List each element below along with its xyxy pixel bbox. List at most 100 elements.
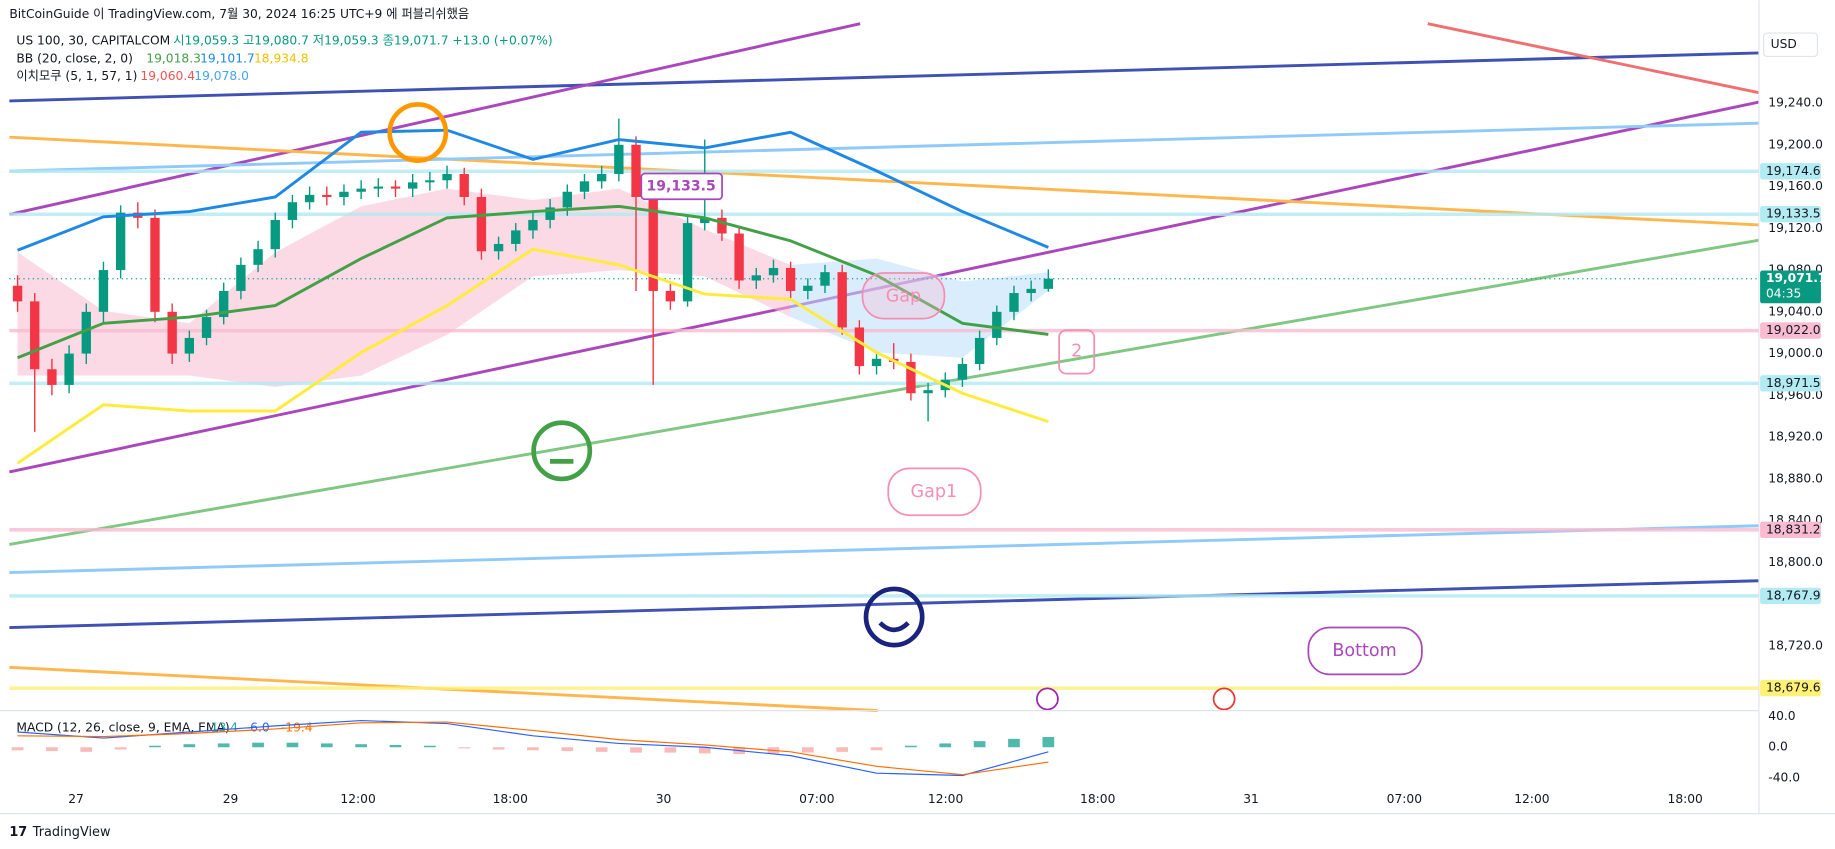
macd-bar: [424, 745, 436, 748]
price-label: 19,174.6: [1766, 164, 1821, 178]
macd-bar: [561, 747, 574, 752]
legend-value: 19,060.4: [140, 69, 195, 83]
macd-bar: [80, 747, 93, 752]
note-text: 2: [1071, 341, 1082, 361]
macd-bar: [836, 747, 849, 752]
price-label-box: [1760, 163, 1821, 180]
x-tick-label: 07:00: [1387, 792, 1422, 806]
macd-tick-label: 0.0: [1768, 740, 1788, 754]
candle-body: [854, 327, 865, 367]
candle-body: [528, 219, 538, 231]
note-text: Bottom: [1332, 641, 1396, 661]
ichimoku-legend: 이치모쿠 (5, 1, 57, 1): [16, 69, 137, 83]
candle-body: [322, 194, 332, 197]
x-tick-label: 18:00: [1668, 792, 1703, 806]
macd-bar: [389, 744, 402, 748]
macd-bar: [973, 741, 986, 748]
currency-box: [1763, 32, 1819, 58]
candle-body: [236, 264, 246, 291]
trend-line: [9, 22, 861, 216]
x-tick-label: 12:00: [1514, 792, 1549, 806]
bb-line: [17, 204, 1049, 360]
candle-body: [682, 223, 693, 302]
macd-line: [17, 719, 1049, 777]
quote: 시19,059.3 고19,080.7 저19,059.3 종19,071.7 …: [173, 34, 553, 48]
bb-legend: BB (20, close, 2, 0): [16, 51, 133, 65]
macd-bar: [527, 747, 539, 751]
x-tick-label: 31: [1243, 792, 1259, 806]
candle-body: [64, 353, 74, 385]
emoji-face: [387, 102, 449, 163]
macd-bar: [939, 743, 952, 748]
candle-body: [871, 358, 882, 367]
candle-body: [545, 207, 555, 220]
y-tick-label: 18,720.0: [1768, 638, 1823, 652]
y-tick-label: 19,240.0: [1768, 96, 1823, 110]
y-tick-label: 19,000.0: [1768, 346, 1823, 360]
candle-body: [253, 249, 263, 265]
macd-bar: [149, 745, 161, 748]
candle-body: [562, 191, 572, 208]
emoji-mouth: [878, 621, 910, 633]
candle-body: [700, 217, 710, 224]
y-tick-label: 18,920.0: [1768, 430, 1823, 444]
candle-body: [631, 144, 641, 197]
x-tick-label: 30: [656, 792, 672, 806]
price-label-box: [1760, 322, 1821, 339]
legend-value: 18,934.8: [254, 51, 309, 65]
macd-bar: [801, 747, 814, 753]
note-box: [861, 272, 946, 320]
trend-line: [1427, 22, 1760, 95]
x-tick-label: 18:00: [493, 792, 528, 806]
candle-body: [30, 301, 40, 370]
price-label-box: [1760, 587, 1821, 605]
price-label-box: [1760, 375, 1821, 392]
candle-body: [459, 174, 469, 197]
countdown: 04:35: [1766, 286, 1801, 300]
macd-bar: [114, 747, 127, 750]
candle-body: [648, 196, 658, 291]
candle-body: [167, 311, 177, 354]
y-tick-label: 18,800.0: [1768, 555, 1823, 569]
macd-bar: [492, 747, 505, 750]
macd-bar: [11, 747, 24, 751]
footer: TradingView: [32, 825, 111, 840]
candle-body: [304, 194, 315, 203]
candle-body: [665, 290, 676, 302]
trend-line: [9, 579, 1759, 630]
event-icon: [1035, 687, 1059, 711]
macd-bar: [664, 747, 677, 753]
emoji-face: [863, 586, 925, 648]
note-text: Gap1: [911, 482, 958, 502]
trend-line: [9, 524, 1759, 575]
macd-bar: [630, 747, 642, 753]
currency: USD: [1771, 37, 1797, 51]
price-label: 19,071.7: [1766, 271, 1827, 285]
note-text: Gap: [886, 286, 921, 306]
event-icon: [1212, 687, 1236, 711]
bb-line: [16, 247, 1049, 465]
candle-body: [511, 230, 521, 244]
symbol: US 100, 30, CAPITALCOM: [16, 34, 170, 48]
candle-body: [1009, 293, 1019, 312]
x-tick-label: 18:00: [1080, 792, 1115, 806]
trend-line: [9, 135, 1760, 227]
candle-body: [992, 311, 1002, 338]
macd-bar: [355, 744, 367, 748]
candle-body: [923, 390, 933, 394]
price-label-box: [1760, 521, 1821, 539]
candle-body: [150, 217, 160, 312]
trend-line: [9, 51, 1759, 103]
candle-body: [270, 219, 280, 250]
candle-body: [287, 202, 298, 220]
macd-bar: [905, 745, 917, 748]
candle-body: [115, 212, 126, 271]
macd-bar: [46, 747, 58, 752]
candle-body: [201, 317, 212, 338]
candle-body: [219, 290, 229, 318]
x-tick-label: 07:00: [799, 792, 834, 806]
macd-bar: [595, 747, 608, 752]
candle-body: [785, 267, 796, 291]
